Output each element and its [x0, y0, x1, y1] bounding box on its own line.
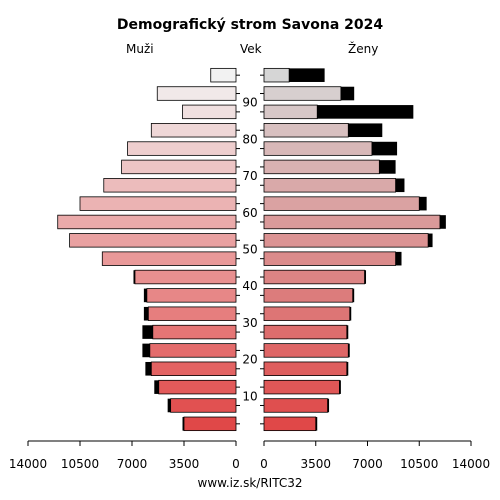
- men-bar-40-44: [134, 269, 237, 285]
- women-bar-5-9: [263, 398, 328, 413]
- age-label-40: 40: [242, 279, 257, 293]
- women-bar-45-49: [263, 251, 396, 266]
- men-bar-45-49: [101, 251, 237, 266]
- men-bar-50-54: [69, 233, 237, 248]
- women-bar-30-34: [263, 306, 351, 321]
- men-bar-70-74: [121, 159, 237, 175]
- men-x-tick-label: 14000: [9, 457, 47, 471]
- women-bar-70-74: [263, 159, 380, 175]
- women-bar-80-84: [263, 123, 349, 138]
- men-bar-0-4: [183, 416, 237, 432]
- age-label-30: 30: [242, 316, 257, 330]
- women-axis-label: Ženy: [348, 42, 379, 56]
- men-bar-30-34: [147, 306, 237, 321]
- men-bar-95+: [210, 67, 237, 83]
- men-bar-65-69: [103, 178, 237, 193]
- men-x-tick-label: 10500: [61, 457, 99, 471]
- men-bar-20-24: [149, 343, 237, 358]
- age-label-80: 80: [242, 132, 257, 146]
- women-x-tick-label: 7000: [352, 457, 383, 471]
- source-footer: www.iz.sk/RITC32: [197, 476, 303, 490]
- women-bar-60-64: [263, 196, 420, 211]
- men-bar-25-29: [152, 324, 237, 340]
- men-bar-60-64: [79, 196, 237, 211]
- women-bar-0-4: [263, 416, 317, 432]
- age-label-50: 50: [242, 243, 257, 257]
- women-bar-65-69: [263, 178, 396, 193]
- women-bar-20-24: [263, 343, 349, 358]
- men-bar-85-89: [182, 104, 237, 120]
- men-bar-90-94: [156, 86, 237, 101]
- age-axis-label: Vek: [240, 42, 262, 56]
- men-axis-label: Muži: [126, 42, 154, 56]
- men-x-tick-label: 7000: [117, 457, 148, 471]
- women-bar-40-44: [263, 269, 365, 285]
- age-label-10: 10: [242, 389, 257, 403]
- women-x-tick-label: 10500: [400, 457, 438, 471]
- chart-title: Demografický strom Savona 2024: [116, 17, 384, 33]
- age-label-70: 70: [242, 169, 257, 183]
- women-bar-75-79: [263, 141, 373, 156]
- women-bar-10-14: [263, 379, 340, 395]
- men-bar-55-59: [57, 214, 237, 230]
- women-bar-85-89: [263, 104, 318, 120]
- men-x-tick-label: 3500: [169, 457, 200, 471]
- age-label-20: 20: [242, 353, 257, 367]
- age-label-60: 60: [242, 206, 257, 220]
- women-bar-15-19: [263, 361, 348, 376]
- age-label-90: 90: [242, 96, 257, 110]
- men-bar-35-39: [146, 288, 237, 303]
- women-x-tick-label: 3500: [300, 457, 331, 471]
- men-x-tick-label: 0: [232, 457, 240, 471]
- men-bar-75-79: [127, 141, 237, 156]
- men-bar-15-19: [150, 361, 237, 376]
- women-bar-25-29: [263, 324, 348, 340]
- women-bar-95+: [263, 67, 290, 83]
- women-bar-50-54: [263, 233, 429, 248]
- men-bar-80-84: [150, 123, 237, 138]
- women-x-tick-label: 0: [260, 457, 268, 471]
- women-bar-35-39: [263, 288, 354, 303]
- men-bar-5-9: [170, 398, 237, 413]
- women-x-tick-label: 14000: [452, 457, 490, 471]
- women-bar-55-59: [263, 214, 441, 230]
- women-bar-90-94: [263, 86, 342, 101]
- men-bar-10-14: [158, 379, 237, 395]
